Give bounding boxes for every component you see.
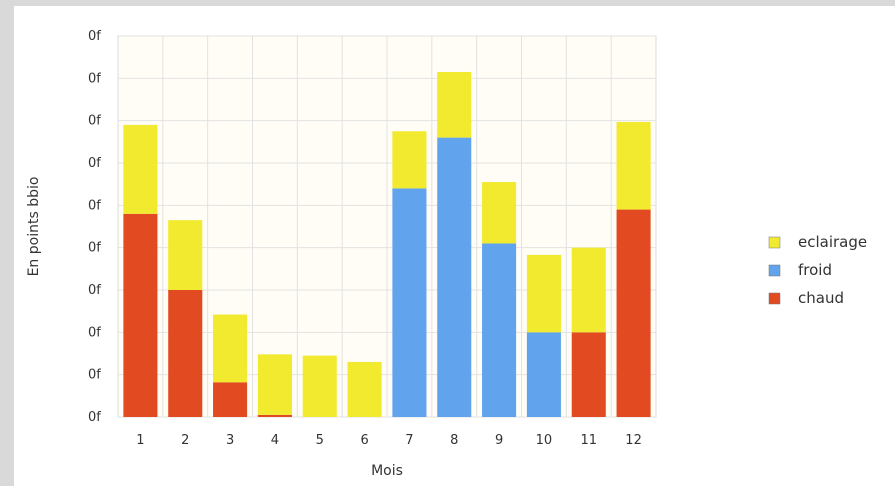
bar-froid-9 xyxy=(482,243,517,417)
bar-froid-7 xyxy=(392,188,427,417)
x-tick-label: 5 xyxy=(316,433,324,448)
x-tick-label: 8 xyxy=(450,433,458,448)
y-axis-title: En points bbio xyxy=(26,177,42,277)
legend-label-froid: froid xyxy=(798,261,832,279)
x-tick-label: 11 xyxy=(580,433,597,448)
y-tick-label: 0f xyxy=(88,156,101,171)
x-tick-label: 1 xyxy=(136,433,144,448)
bar-eclairage-9 xyxy=(482,182,517,244)
x-tick-label: 3 xyxy=(226,433,234,448)
x-tick-label: 12 xyxy=(625,433,642,448)
bar-eclairage-11 xyxy=(571,247,606,333)
legend-swatch-eclairage xyxy=(768,236,781,249)
x-tick-label: 6 xyxy=(360,433,368,448)
chart-frame: 0f 0f 0f 0f 0f 0f 0f 0f 0f 0f 1 2 3 4 5 6 7 8 9 10 11 12 En … xyxy=(14,6,895,486)
bar-eclairage-4 xyxy=(257,354,292,415)
y-tick-label: 0f xyxy=(88,198,101,213)
bar-chaud-1 xyxy=(123,213,158,417)
bar-eclairage-10 xyxy=(526,254,561,333)
y-tick-label: 0f xyxy=(88,71,101,86)
x-axis-ticks: 1 2 3 4 5 6 7 8 9 10 11 12 xyxy=(136,433,642,448)
bar-eclairage-2 xyxy=(168,220,203,290)
y-tick-label: 0f xyxy=(88,410,101,425)
bar-chaud-3 xyxy=(213,382,248,417)
bar-froid-8 xyxy=(437,137,472,417)
bar-chaud-2 xyxy=(168,290,203,417)
bar-eclairage-1 xyxy=(123,124,158,214)
legend-label-chaud: chaud xyxy=(798,289,844,307)
y-tick-label: 0f xyxy=(88,29,101,44)
legend-swatch-froid xyxy=(768,264,781,277)
x-tick-label: 9 xyxy=(495,433,503,448)
legend-label-eclairage: eclairage xyxy=(798,233,867,251)
x-tick-label: 4 xyxy=(271,433,279,448)
bar-froid-10 xyxy=(526,332,561,417)
bar-eclairage-5 xyxy=(302,355,337,417)
x-tick-label: 10 xyxy=(536,433,553,448)
x-tick-label: 7 xyxy=(405,433,413,448)
bar-chaud-4 xyxy=(257,414,292,417)
y-tick-label: 0f xyxy=(88,241,101,256)
x-axis-title: Mois xyxy=(371,463,403,479)
y-tick-label: 0f xyxy=(88,368,101,383)
bar-eclairage-7 xyxy=(392,131,427,189)
bar-chaud-11 xyxy=(571,332,606,417)
x-tick-label: 2 xyxy=(181,433,189,448)
y-tick-label: 0f xyxy=(88,114,101,129)
bar-chaud-12 xyxy=(616,209,651,417)
legend-swatch-chaud xyxy=(768,292,781,305)
y-tick-label: 0f xyxy=(88,283,101,298)
bar-eclairage-8 xyxy=(437,71,472,138)
bar-eclairage-3 xyxy=(213,314,248,383)
bar-eclairage-6 xyxy=(347,361,382,417)
y-axis-ticks: 0f 0f 0f 0f 0f 0f 0f 0f 0f 0f xyxy=(88,29,101,425)
bars xyxy=(123,71,651,417)
legend: eclairage froid chaud xyxy=(768,233,867,307)
bar-eclairage-12 xyxy=(616,121,651,210)
y-tick-label: 0f xyxy=(88,325,101,340)
grid-lines xyxy=(118,35,656,418)
